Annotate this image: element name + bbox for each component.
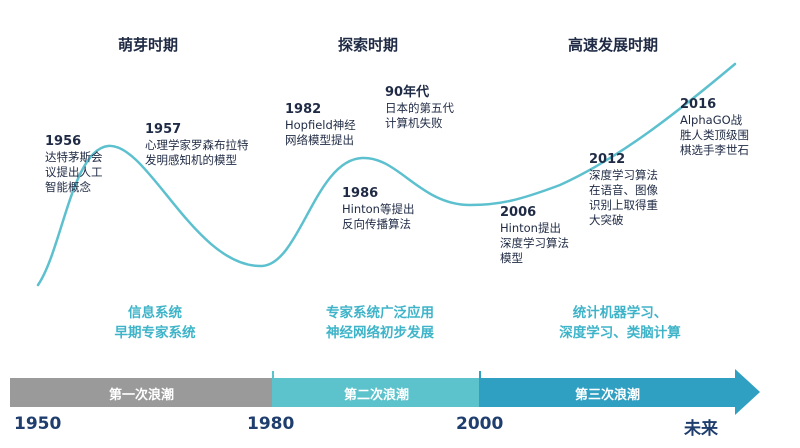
- event-year: 2012: [589, 152, 626, 167]
- event-1982: 1982 Hopfield神经 网络模型提出: [285, 101, 356, 148]
- axis-label-1950: 1950: [14, 414, 62, 434]
- event-text: 网络模型提出: [285, 133, 354, 147]
- band-label-first: 第一次浪潮: [108, 388, 174, 403]
- event-1990s: 90年代 日本的第五代 计算机失败: [385, 84, 454, 131]
- event-text: 达特茅斯会: [45, 150, 103, 164]
- band-second-wave: [273, 378, 480, 407]
- event-text: Hopfield神经: [285, 118, 356, 132]
- band-third-wave: [480, 369, 760, 415]
- event-year: 2006: [500, 205, 537, 220]
- event-text: AlphaGO战: [680, 113, 743, 127]
- trend-curve: [36, 62, 737, 287]
- tech-summary-third: 统计机器学习、 深度学习、类脑计算: [525, 303, 715, 343]
- event-year: 90年代: [385, 85, 430, 100]
- event-text: 胜人类顶级围: [680, 128, 749, 142]
- era-title-rapid: 高速发展时期: [568, 36, 659, 54]
- tech-line: 早期专家系统: [114, 325, 196, 341]
- event-2006: 2006 Hinton提出 深度学习算法 模型: [500, 204, 569, 266]
- event-text: 识别上取得重: [589, 198, 658, 212]
- tech-line: 专家系统广泛应用: [326, 305, 434, 321]
- event-text: 发明感知机的模型: [145, 153, 237, 167]
- event-year: 1956: [45, 134, 82, 149]
- event-text: 深度学习算法: [500, 236, 569, 250]
- band-label-third: 第三次浪潮: [574, 388, 640, 403]
- event-text: 心理学家罗森布拉特: [145, 138, 249, 152]
- event-1986: 1986 Hinton等提出 反向传播算法: [342, 185, 414, 232]
- tech-line: 统计机器学习、: [572, 305, 668, 321]
- event-year: 2016: [680, 97, 717, 112]
- era-title-exploration: 探索时期: [338, 36, 399, 54]
- event-text: Hinton提出: [500, 221, 561, 235]
- tech-summary-first: 信息系统 早期专家系统: [70, 303, 240, 343]
- event-text: 智能概念: [45, 180, 91, 194]
- event-text: 棋选手李世石: [680, 143, 749, 157]
- axis-label-2000: 2000: [456, 414, 504, 434]
- band-label-second: 第二次浪潮: [343, 388, 409, 403]
- event-text: Hinton等提出: [342, 202, 415, 216]
- era-title-budding: 萌芽时期: [118, 36, 179, 54]
- axis-label-future: 未来: [684, 419, 718, 439]
- event-text: 议提出人工: [45, 165, 103, 179]
- event-text: 大突破: [589, 213, 624, 227]
- tech-line: 信息系统: [128, 305, 182, 321]
- event-year: 1957: [145, 122, 182, 137]
- band-first-wave: [10, 378, 273, 407]
- event-year: 1986: [342, 186, 379, 201]
- axis-label-1980: 1980: [247, 414, 295, 434]
- tech-summary-second: 专家系统广泛应用 神经网络初步发展: [290, 303, 470, 343]
- event-text: 计算机失败: [385, 116, 443, 130]
- event-1957: 1957 心理学家罗森布拉特 发明感知机的模型: [145, 121, 249, 168]
- event-text: 日本的第五代: [385, 101, 454, 115]
- event-text: 在语音、图像: [589, 183, 658, 197]
- tech-line: 神经网络初步发展: [326, 325, 434, 341]
- event-1956: 1956 达特茅斯会 议提出人工 智能概念: [45, 133, 103, 195]
- event-2012: 2012 深度学习算法 在语音、图像 识别上取得重 大突破: [589, 151, 658, 228]
- event-year: 1982: [285, 102, 322, 117]
- event-text: 反向传播算法: [342, 217, 411, 231]
- event-text: 模型: [500, 251, 523, 265]
- tech-line: 深度学习、类脑计算: [559, 325, 681, 341]
- event-2016: 2016 AlphaGO战 胜人类顶级围 棋选手李世石: [680, 96, 749, 158]
- event-text: 深度学习算法: [589, 168, 658, 182]
